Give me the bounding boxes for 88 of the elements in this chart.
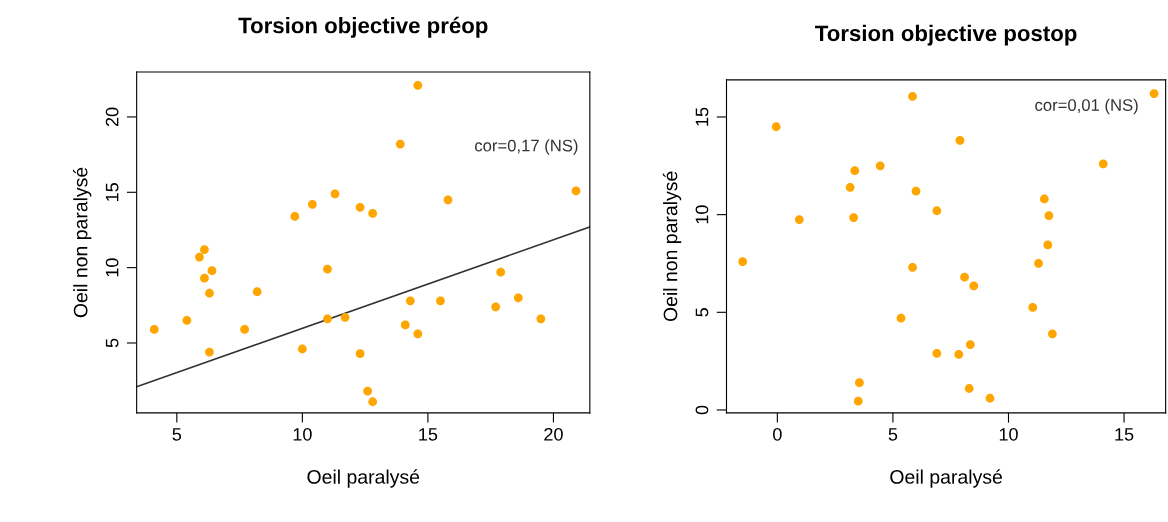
x-tick-label: 5 bbox=[172, 428, 182, 441]
point bbox=[330, 189, 340, 199]
point bbox=[964, 384, 974, 393]
point bbox=[571, 186, 581, 196]
y-axis-title: Oeil non paralysé bbox=[662, 171, 682, 322]
point bbox=[845, 182, 855, 192]
point bbox=[200, 245, 209, 254]
point bbox=[932, 348, 942, 358]
point bbox=[308, 199, 317, 209]
point bbox=[1039, 194, 1049, 204]
point bbox=[340, 312, 350, 322]
chart-title: Torsion objective postop bbox=[815, 24, 1077, 46]
point bbox=[513, 293, 523, 303]
point bbox=[355, 349, 365, 358]
point bbox=[932, 206, 942, 216]
point bbox=[207, 266, 217, 276]
point bbox=[965, 340, 975, 349]
point bbox=[149, 325, 159, 334]
point bbox=[413, 80, 423, 90]
x-tick-label: 20 bbox=[544, 427, 563, 441]
point bbox=[205, 347, 214, 357]
point bbox=[875, 161, 885, 171]
y-axis-title: Oeil non paralysé bbox=[73, 167, 92, 318]
point bbox=[1149, 89, 1159, 98]
point bbox=[323, 314, 332, 324]
point bbox=[960, 272, 969, 282]
y-tick-label: 15 bbox=[105, 183, 119, 201]
point bbox=[853, 396, 863, 406]
y-tick-label: 10 bbox=[105, 258, 119, 277]
point bbox=[850, 166, 860, 176]
y-tick-label: 5 bbox=[695, 308, 709, 317]
point bbox=[395, 139, 405, 149]
point bbox=[355, 202, 365, 212]
point bbox=[738, 257, 748, 266]
annotation: cor=0,01 (NS) bbox=[1035, 98, 1138, 115]
point bbox=[205, 288, 214, 298]
x-tick-label: 15 bbox=[419, 428, 438, 441]
point bbox=[1098, 159, 1108, 169]
point bbox=[911, 186, 921, 196]
point bbox=[290, 212, 300, 221]
point bbox=[400, 320, 410, 330]
point bbox=[200, 273, 209, 283]
point bbox=[849, 213, 859, 222]
y-tick-label: 10 bbox=[695, 205, 709, 224]
point bbox=[252, 287, 262, 297]
x-axis-title: Oeil paralysé bbox=[307, 469, 420, 488]
point bbox=[195, 252, 204, 262]
point bbox=[855, 378, 864, 388]
y-tick-label: 15 bbox=[695, 107, 709, 126]
point bbox=[368, 208, 378, 218]
point bbox=[955, 136, 965, 145]
x-tick-label: 10 bbox=[293, 427, 312, 441]
point bbox=[323, 264, 332, 274]
point bbox=[491, 302, 501, 312]
y-tick-label: 0 bbox=[695, 405, 709, 415]
point bbox=[436, 296, 445, 306]
point bbox=[954, 349, 964, 359]
point bbox=[443, 195, 453, 205]
point bbox=[363, 386, 373, 396]
x-tick-label: 5 bbox=[888, 428, 898, 441]
y-tick-label: 20 bbox=[105, 107, 119, 127]
x-axis-title: Oeil paralysé bbox=[890, 469, 1002, 488]
point bbox=[1044, 211, 1054, 221]
point bbox=[536, 314, 546, 324]
point bbox=[896, 313, 906, 323]
point bbox=[771, 122, 781, 132]
x-tick-label: 10 bbox=[999, 427, 1018, 441]
x-tick-label: 15 bbox=[1115, 428, 1134, 441]
point bbox=[1034, 259, 1043, 268]
point bbox=[985, 393, 995, 403]
point bbox=[794, 215, 804, 224]
point bbox=[1048, 329, 1057, 339]
point bbox=[908, 92, 917, 101]
point bbox=[496, 267, 506, 277]
point bbox=[413, 329, 423, 339]
point bbox=[969, 281, 979, 291]
annotation: cor=0,17 (NS) bbox=[475, 139, 578, 155]
x-tick-label: 0 bbox=[773, 427, 782, 441]
point bbox=[368, 397, 378, 407]
point bbox=[908, 262, 917, 272]
point bbox=[240, 325, 250, 334]
point bbox=[297, 344, 307, 354]
point bbox=[182, 315, 192, 325]
chart-title: Torsion objective préop bbox=[238, 16, 488, 38]
point bbox=[405, 296, 415, 306]
point bbox=[1028, 303, 1038, 312]
point bbox=[1043, 240, 1053, 250]
y-tick-label: 5 bbox=[105, 338, 119, 348]
